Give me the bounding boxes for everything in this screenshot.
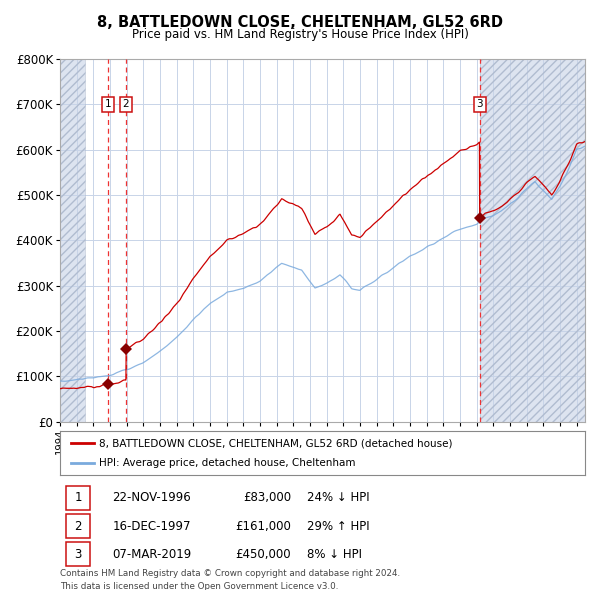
Text: 8, BATTLEDOWN CLOSE, CHELTENHAM, GL52 6RD: 8, BATTLEDOWN CLOSE, CHELTENHAM, GL52 6R…: [97, 15, 503, 30]
Bar: [60, 59, 85, 422]
Text: 1: 1: [74, 491, 82, 504]
Bar: [479, 59, 585, 422]
Text: 24% ↓ HPI: 24% ↓ HPI: [307, 491, 370, 504]
Text: 16-DEC-1997: 16-DEC-1997: [113, 520, 191, 533]
Text: £83,000: £83,000: [243, 491, 291, 504]
Text: 8, BATTLEDOWN CLOSE, CHELTENHAM, GL52 6RD (detached house): 8, BATTLEDOWN CLOSE, CHELTENHAM, GL52 6R…: [100, 438, 453, 448]
Text: Contains HM Land Registry data © Crown copyright and database right 2024.: Contains HM Land Registry data © Crown c…: [60, 569, 400, 578]
Text: 3: 3: [476, 99, 483, 109]
Text: 1: 1: [105, 99, 112, 109]
Text: 22-NOV-1996: 22-NOV-1996: [113, 491, 191, 504]
Text: HPI: Average price, detached house, Cheltenham: HPI: Average price, detached house, Chel…: [100, 458, 356, 468]
Text: 07-MAR-2019: 07-MAR-2019: [113, 548, 192, 561]
Bar: [60, 59, 85, 422]
Text: 2: 2: [74, 520, 82, 533]
FancyBboxPatch shape: [66, 542, 90, 566]
FancyBboxPatch shape: [66, 486, 90, 510]
Text: 29% ↑ HPI: 29% ↑ HPI: [307, 520, 370, 533]
Text: £450,000: £450,000: [235, 548, 291, 561]
Bar: [479, 59, 585, 422]
Text: Price paid vs. HM Land Registry's House Price Index (HPI): Price paid vs. HM Land Registry's House …: [131, 28, 469, 41]
Text: 3: 3: [74, 548, 82, 561]
Text: 8% ↓ HPI: 8% ↓ HPI: [307, 548, 362, 561]
Text: £161,000: £161,000: [235, 520, 291, 533]
FancyBboxPatch shape: [66, 514, 90, 538]
Text: This data is licensed under the Open Government Licence v3.0.: This data is licensed under the Open Gov…: [60, 582, 338, 590]
Text: 2: 2: [122, 99, 129, 109]
